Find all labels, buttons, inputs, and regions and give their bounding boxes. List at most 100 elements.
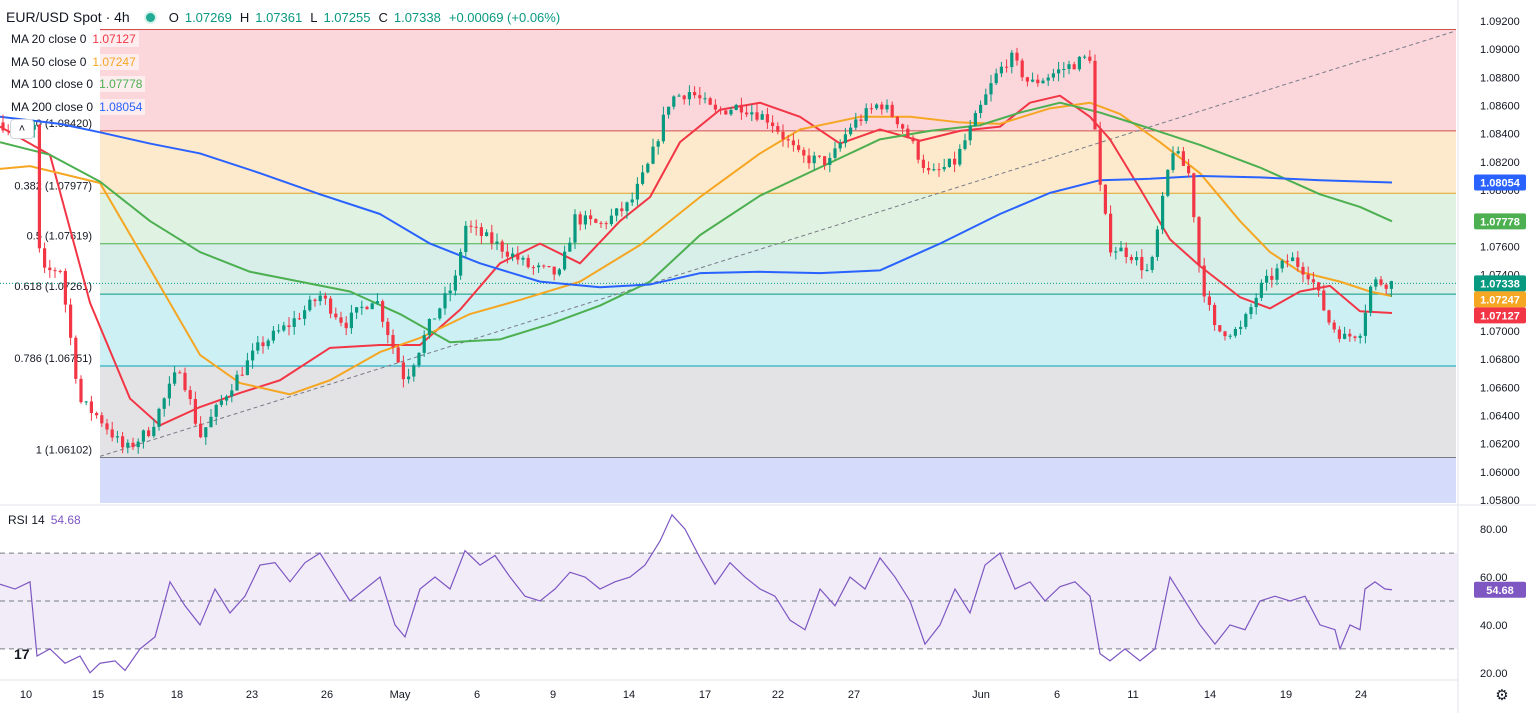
candle-body <box>495 241 499 244</box>
rsi-legend[interactable]: RSI 14 54.68 <box>8 513 81 527</box>
ma20-legend[interactable]: MA 20 close 0 1.07127 <box>8 31 139 47</box>
candle-body <box>729 109 733 115</box>
candle-body <box>349 312 353 329</box>
candle-body <box>1103 184 1107 214</box>
candle-body <box>422 335 426 353</box>
candle-body <box>1124 247 1128 258</box>
collapse-legend-button[interactable]: ˄ <box>10 119 34 139</box>
candle-body <box>646 163 650 173</box>
candle-body <box>604 223 608 225</box>
candle-body <box>1129 257 1133 261</box>
rsi-tick-label: 60.00 <box>1480 572 1508 584</box>
candle-body <box>1187 165 1191 174</box>
candle-body <box>386 321 390 336</box>
candle-body <box>1135 257 1139 261</box>
candle-body <box>771 122 775 127</box>
candle-body <box>953 158 957 165</box>
candle-body <box>69 304 73 338</box>
ma100-legend[interactable]: MA 100 close 0 1.07778 <box>8 76 146 92</box>
fib-band <box>100 294 1456 367</box>
candle-body <box>698 95 702 99</box>
candle-body <box>537 265 541 268</box>
candle-body <box>672 96 676 107</box>
candle-body <box>1259 282 1263 298</box>
candle-body <box>74 337 78 379</box>
candle-body <box>271 330 275 341</box>
candle-body <box>396 347 400 363</box>
candle-body <box>1343 333 1347 339</box>
candle-body <box>521 257 525 260</box>
candle-body <box>973 113 977 126</box>
price-tick-label: 1.09200 <box>1480 16 1520 28</box>
price-tag-label: 1.07338 <box>1480 278 1520 290</box>
candle-body <box>277 330 281 332</box>
candle-body <box>1280 260 1284 269</box>
candle-body <box>219 400 223 405</box>
candle-body <box>1046 77 1050 81</box>
candle-body <box>391 335 395 348</box>
candle-body <box>1077 56 1081 70</box>
candle-body <box>750 112 754 115</box>
candle-body <box>1181 151 1185 166</box>
rsi-tick-label: 40.00 <box>1480 620 1508 632</box>
tradingview-logo-icon[interactable]: 17 <box>14 646 30 662</box>
candle-body <box>542 265 546 267</box>
price-tick-label: 1.06000 <box>1480 467 1520 479</box>
candle-body <box>469 225 473 227</box>
fib-band <box>100 366 1456 458</box>
candle-body <box>230 390 234 397</box>
ma100-label: MA 100 close 0 <box>11 77 94 91</box>
candle-body <box>105 423 109 430</box>
candle-body <box>734 104 738 110</box>
candle-body <box>625 202 629 212</box>
candle-body <box>1291 257 1295 262</box>
candle-body <box>615 208 619 216</box>
price-tag-box <box>1474 291 1526 308</box>
candle-body <box>162 398 166 409</box>
candle-body <box>131 442 135 448</box>
candle-body <box>453 275 457 291</box>
candle-body <box>812 155 816 164</box>
symbol-title[interactable]: EUR/USD Spot · 4h <box>6 9 130 25</box>
low-label: L <box>310 9 318 25</box>
ma200-legend[interactable]: MA 200 close 0 1.08054 <box>8 99 146 115</box>
candle-body <box>209 416 213 428</box>
time-tick-label: 6 <box>474 689 480 701</box>
candle-body <box>1057 69 1061 74</box>
candle-body <box>505 251 509 257</box>
candle-body <box>412 365 416 377</box>
candle-body <box>1306 274 1310 280</box>
candle-body <box>303 310 307 319</box>
candle-body <box>199 423 203 438</box>
candle-body <box>563 251 567 270</box>
price-tag-label: 1.08054 <box>1480 177 1521 189</box>
candle-body <box>1332 322 1336 330</box>
candle-body <box>225 396 229 401</box>
candle-body <box>1155 229 1159 257</box>
ma-line-50 <box>0 101 1393 396</box>
candle-body <box>1025 77 1029 82</box>
ma50-legend[interactable]: MA 50 close 0 1.07247 <box>8 54 139 70</box>
candle-body <box>745 112 749 115</box>
high-value: 1.07361 <box>255 9 303 25</box>
candle-body <box>1228 335 1232 337</box>
candle-body <box>1051 73 1055 78</box>
settings-gear-icon[interactable]: ⚙ <box>1495 687 1509 704</box>
candle-body <box>979 104 983 114</box>
candle-body <box>635 183 639 200</box>
candle-body <box>1270 275 1274 280</box>
high-label: H <box>239 9 250 25</box>
price-tag-label: 1.07778 <box>1480 216 1520 228</box>
candle-body <box>667 106 671 115</box>
candle-body <box>48 267 52 271</box>
candle-body <box>100 415 104 424</box>
candle-body <box>339 317 343 323</box>
candle-body <box>323 295 327 299</box>
candle-body <box>53 270 57 272</box>
candle-body <box>1218 325 1222 332</box>
time-tick-label: 11 <box>1127 689 1138 701</box>
candle-body <box>1114 251 1118 253</box>
candle-body <box>687 92 691 100</box>
